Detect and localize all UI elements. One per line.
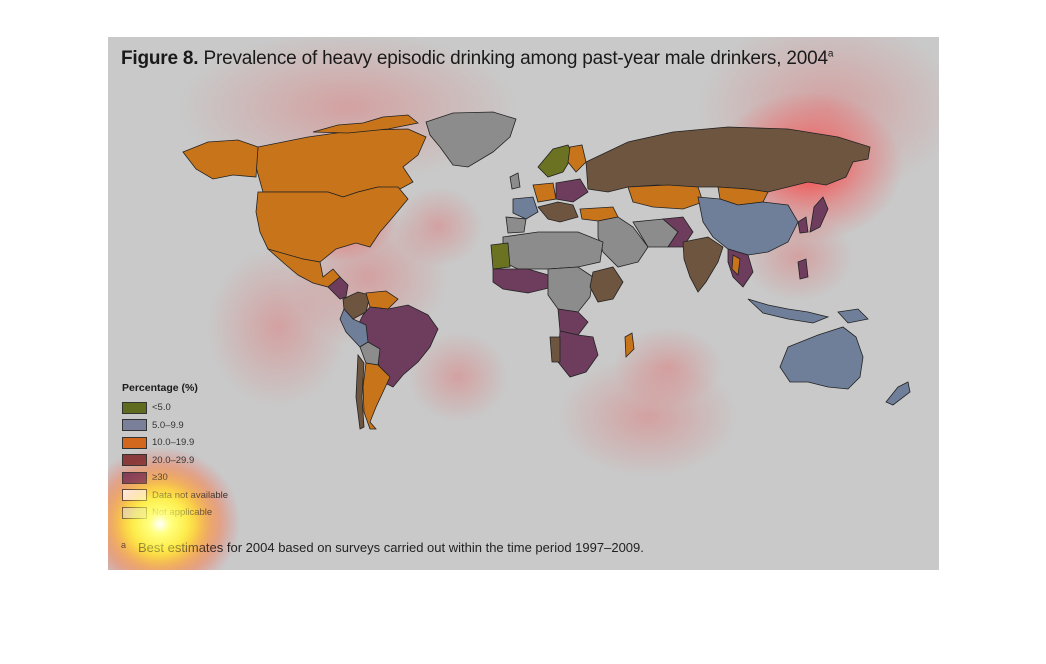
country-alaska bbox=[182, 139, 259, 180]
country-argentina bbox=[362, 362, 391, 430]
legend-label: <5.0 bbox=[152, 402, 171, 414]
country-korea bbox=[797, 216, 809, 234]
figure-panel: Figure 8. Prevalence of heavy episodic d… bbox=[108, 37, 939, 570]
country-usa bbox=[255, 186, 409, 263]
country-southern-africa bbox=[557, 330, 599, 378]
country-india bbox=[682, 236, 724, 293]
country-canada bbox=[255, 128, 427, 198]
legend: Percentage (%) <5.0 5.0–9.9 10.0–19.9 20… bbox=[122, 382, 272, 522]
country-germany bbox=[532, 182, 557, 203]
legend-item: 10.0–19.9 bbox=[122, 434, 272, 452]
country-philippines bbox=[797, 258, 809, 280]
country-venezuela bbox=[365, 290, 399, 310]
legend-swatch-no-data bbox=[122, 489, 147, 502]
country-png bbox=[837, 308, 869, 324]
legend-label: 20.0–29.9 bbox=[152, 454, 195, 466]
country-west-africa bbox=[492, 268, 554, 294]
country-greenland bbox=[425, 111, 517, 168]
country-namibia bbox=[549, 336, 561, 363]
country-bolivia bbox=[359, 341, 381, 366]
country-japan bbox=[809, 196, 829, 233]
footnote: a Best estimates for 2004 based on survey… bbox=[121, 540, 644, 555]
country-iberia bbox=[505, 216, 527, 234]
legend-item: <5.0 bbox=[122, 399, 272, 417]
figure-title-superscript: a bbox=[827, 48, 834, 60]
legend-swatch-lt5 bbox=[122, 401, 147, 414]
country-madagascar bbox=[624, 332, 635, 358]
country-russia bbox=[585, 126, 871, 193]
country-thailand bbox=[731, 254, 741, 276]
world-map bbox=[182, 111, 911, 430]
country-east-africa bbox=[589, 266, 624, 303]
footnote-text: Best estimates for 2004 based on surveys… bbox=[138, 540, 644, 555]
legend-label: Data not available bbox=[152, 489, 229, 501]
country-central-africa bbox=[547, 266, 594, 313]
figure-title-text: Prevalence of heavy episodic drinking am… bbox=[203, 48, 828, 69]
legend-title: Percentage (%) bbox=[122, 382, 198, 394]
figure-title-prefix: Figure 8. bbox=[121, 48, 199, 69]
country-congo bbox=[557, 308, 589, 336]
legend-item: 5.0–9.9 bbox=[122, 417, 272, 435]
legend-item: 20.0–29.9 bbox=[122, 452, 272, 470]
country-mauritania bbox=[490, 242, 511, 270]
country-indonesia bbox=[747, 298, 830, 324]
legend-item: Data not available bbox=[122, 487, 272, 505]
legend-swatch-5-9 bbox=[122, 419, 147, 432]
country-italy-balkans bbox=[537, 201, 579, 223]
legend-swatch-ge30 bbox=[122, 471, 147, 484]
country-eastern-europe bbox=[555, 178, 589, 203]
country-central-america bbox=[327, 276, 349, 300]
legend-label: ≥30 bbox=[152, 472, 168, 484]
country-uk bbox=[509, 172, 521, 190]
legend-label: 10.0–19.9 bbox=[152, 437, 195, 449]
legend-item: Not applicable bbox=[122, 504, 272, 522]
footnote-marker: a bbox=[121, 540, 127, 550]
country-australia bbox=[779, 326, 864, 390]
country-kazakhstan bbox=[627, 184, 704, 210]
country-china bbox=[697, 196, 799, 256]
country-france bbox=[512, 196, 539, 220]
legend-label: 5.0–9.9 bbox=[152, 419, 184, 431]
country-canada-islands bbox=[312, 114, 419, 134]
figure-title: Figure 8. Prevalence of heavy episodic d… bbox=[121, 48, 833, 70]
legend-item: ≥30 bbox=[122, 469, 272, 487]
legend-swatch-10-19 bbox=[122, 436, 147, 449]
country-north-africa bbox=[502, 231, 604, 270]
legend-label: Not applicable bbox=[152, 507, 213, 519]
legend-swatch-20-29 bbox=[122, 454, 147, 467]
country-finland bbox=[567, 144, 587, 173]
country-chile bbox=[355, 353, 365, 430]
country-new-zealand bbox=[885, 381, 911, 406]
legend-swatch-not-applicable bbox=[122, 506, 147, 519]
